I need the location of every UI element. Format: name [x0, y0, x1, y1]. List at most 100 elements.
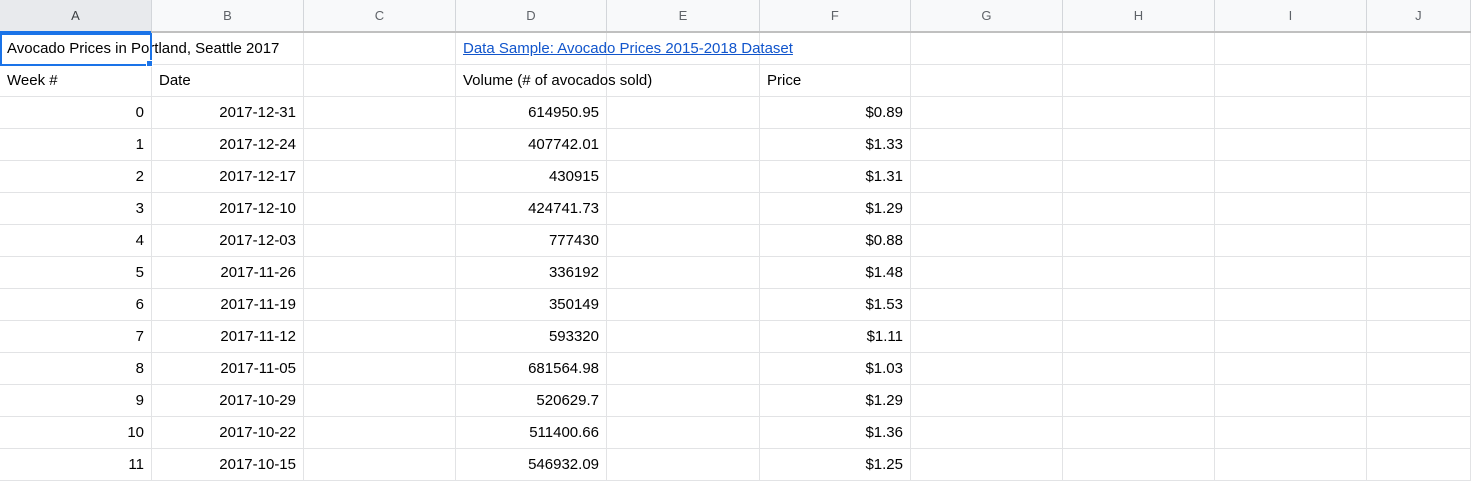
cell-week[interactable]: 4	[0, 225, 152, 256]
cell-blank[interactable]	[1367, 353, 1471, 384]
column-header-f[interactable]: F	[760, 0, 911, 31]
table-row[interactable]: 1 2017-12-24 407742.01 $1.33	[0, 129, 1471, 161]
cell-blank[interactable]	[1215, 385, 1367, 416]
cell-price[interactable]: $1.11	[760, 321, 911, 352]
cell-e-blank[interactable]	[607, 449, 760, 480]
cell-volume[interactable]: 424741.73	[456, 193, 607, 224]
cell-date[interactable]: 2017-11-19	[152, 289, 304, 320]
cell-grid[interactable]: Avocado Prices in Portland, Seattle 2017…	[0, 33, 1471, 481]
cell-f2-price-header[interactable]: Price	[760, 65, 911, 96]
cell-date[interactable]: 2017-12-17	[152, 161, 304, 192]
table-row[interactable]: 10 2017-10-22 511400.66 $1.36	[0, 417, 1471, 449]
cell-c-blank[interactable]	[304, 161, 456, 192]
cell-blank[interactable]	[911, 257, 1063, 288]
table-row[interactable]: 4 2017-12-03 777430 $0.88	[0, 225, 1471, 257]
cell-blank[interactable]	[1215, 193, 1367, 224]
column-header-g[interactable]: G	[911, 0, 1063, 31]
cell-j1[interactable]	[1367, 33, 1471, 64]
sheet-row-title[interactable]: Avocado Prices in Portland, Seattle 2017…	[0, 33, 1471, 65]
cell-price[interactable]: $1.03	[760, 353, 911, 384]
table-row[interactable]: 3 2017-12-10 424741.73 $1.29	[0, 193, 1471, 225]
cell-blank[interactable]	[1063, 385, 1215, 416]
cell-e-blank[interactable]	[607, 417, 760, 448]
cell-c-blank[interactable]	[304, 257, 456, 288]
cell-blank[interactable]	[1367, 257, 1471, 288]
cell-blank[interactable]	[1063, 193, 1215, 224]
cell-h1[interactable]	[1063, 33, 1215, 64]
cell-i2[interactable]	[1215, 65, 1367, 96]
cell-price[interactable]: $1.29	[760, 193, 911, 224]
cell-week[interactable]: 2	[0, 161, 152, 192]
cell-blank[interactable]	[911, 97, 1063, 128]
cell-price[interactable]: $1.25	[760, 449, 911, 480]
cell-e-blank[interactable]	[607, 193, 760, 224]
cell-date[interactable]: 2017-12-03	[152, 225, 304, 256]
cell-e-blank[interactable]	[607, 385, 760, 416]
cell-blank[interactable]	[1367, 321, 1471, 352]
cell-price[interactable]: $1.31	[760, 161, 911, 192]
column-header-h[interactable]: H	[1063, 0, 1215, 31]
cell-a1-title[interactable]: Avocado Prices in Portland, Seattle 2017	[0, 33, 279, 64]
cell-price[interactable]: $1.48	[760, 257, 911, 288]
cell-blank[interactable]	[1367, 449, 1471, 480]
cell-c-blank[interactable]	[304, 449, 456, 480]
table-row[interactable]: 0 2017-12-31 614950.95 $0.89	[0, 97, 1471, 129]
cell-blank[interactable]	[1063, 449, 1215, 480]
cell-volume[interactable]: 336192	[456, 257, 607, 288]
cell-date[interactable]: 2017-11-12	[152, 321, 304, 352]
cell-c-blank[interactable]	[304, 129, 456, 160]
cell-e-blank[interactable]	[607, 289, 760, 320]
cell-blank[interactable]	[1367, 129, 1471, 160]
cell-date[interactable]: 2017-10-15	[152, 449, 304, 480]
cell-blank[interactable]	[911, 161, 1063, 192]
table-row[interactable]: 5 2017-11-26 336192 $1.48	[0, 257, 1471, 289]
cell-volume[interactable]: 546932.09	[456, 449, 607, 480]
cell-blank[interactable]	[1215, 417, 1367, 448]
cell-week[interactable]: 8	[0, 353, 152, 384]
cell-date[interactable]: 2017-12-31	[152, 97, 304, 128]
column-header-e[interactable]: E	[607, 0, 760, 31]
cell-d1-link[interactable]: Data Sample: Avocado Prices 2015-2018 Da…	[456, 33, 793, 64]
cell-c-blank[interactable]	[304, 417, 456, 448]
cell-blank[interactable]	[911, 129, 1063, 160]
cell-blank[interactable]	[1215, 321, 1367, 352]
cell-e1[interactable]	[607, 33, 760, 64]
cell-blank[interactable]	[1215, 129, 1367, 160]
column-header-a[interactable]: A	[0, 0, 152, 33]
cell-blank[interactable]	[911, 385, 1063, 416]
cell-blank[interactable]	[1367, 161, 1471, 192]
cell-d2-volume-header[interactable]: Volume (# of avocados sold)	[456, 65, 652, 96]
cell-c-blank[interactable]	[304, 97, 456, 128]
cell-date[interactable]: 2017-10-29	[152, 385, 304, 416]
cell-week[interactable]: 9	[0, 385, 152, 416]
cell-blank[interactable]	[1215, 289, 1367, 320]
cell-week[interactable]: 3	[0, 193, 152, 224]
sheet-row-headers[interactable]: Week # Date Volume (# of avocados sold) Pri…	[0, 65, 1471, 97]
cell-blank[interactable]	[1367, 225, 1471, 256]
column-header-j[interactable]: J	[1367, 0, 1471, 31]
cell-f1[interactable]	[760, 33, 911, 64]
cell-week[interactable]: 10	[0, 417, 152, 448]
cell-blank[interactable]	[1063, 353, 1215, 384]
cell-week[interactable]: 11	[0, 449, 152, 480]
cell-blank[interactable]	[911, 353, 1063, 384]
cell-blank[interactable]	[1063, 257, 1215, 288]
cell-price[interactable]: $0.89	[760, 97, 911, 128]
cell-volume[interactable]: 407742.01	[456, 129, 607, 160]
cell-blank[interactable]	[911, 417, 1063, 448]
cell-blank[interactable]	[911, 193, 1063, 224]
cell-h2[interactable]	[1063, 65, 1215, 96]
cell-blank[interactable]	[1215, 257, 1367, 288]
cell-volume[interactable]: 593320	[456, 321, 607, 352]
cell-blank[interactable]	[911, 289, 1063, 320]
cell-week[interactable]: 5	[0, 257, 152, 288]
cell-e-blank[interactable]	[607, 129, 760, 160]
fill-handle[interactable]	[146, 60, 153, 67]
cell-blank[interactable]	[1367, 385, 1471, 416]
cell-blank[interactable]	[1367, 97, 1471, 128]
cell-price[interactable]: $1.33	[760, 129, 911, 160]
column-header-d[interactable]: D	[456, 0, 607, 31]
cell-blank[interactable]	[1367, 193, 1471, 224]
cell-blank[interactable]	[911, 225, 1063, 256]
